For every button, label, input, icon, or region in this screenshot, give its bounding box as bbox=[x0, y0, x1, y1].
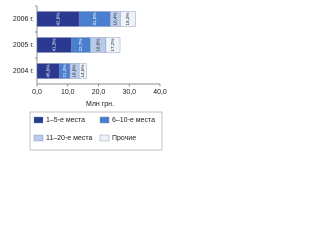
segment-label: 22,7% bbox=[78, 38, 83, 51]
segment-label: 41,3% bbox=[51, 38, 56, 51]
legend-label: Прочие bbox=[112, 135, 136, 142]
chart: Млн грн. 0,0 10,0 20,0 30,0 40,0 2006 г. 42,8%… bbox=[13, 5, 167, 151]
x-tick-label: 30,0 bbox=[122, 89, 136, 96]
segment-label: 31,5% bbox=[92, 12, 97, 25]
legend-label: 6–10-е места bbox=[112, 117, 155, 124]
segment-label: 42,8% bbox=[55, 12, 60, 25]
legend-label: 11–20-е места bbox=[46, 135, 92, 142]
segment-label: 18,6% bbox=[72, 64, 77, 77]
legend-swatch bbox=[99, 134, 110, 142]
y-tick-label: 2005 г. bbox=[13, 42, 34, 49]
segment-label: 10,4% bbox=[112, 12, 117, 25]
legend-box bbox=[29, 111, 163, 151]
legend-swatch bbox=[33, 134, 44, 142]
y-tick-label: 2006 г. bbox=[13, 16, 34, 23]
bar-segment bbox=[120, 11, 136, 27]
legend-swatch bbox=[33, 116, 44, 124]
segment-label: 14,5% bbox=[80, 64, 85, 77]
x-tick-label: 0,0 bbox=[32, 89, 42, 96]
x-tick-label: 10,0 bbox=[61, 89, 75, 96]
x-tick-label: 20,0 bbox=[92, 89, 106, 96]
segment-label: 18,8% bbox=[95, 38, 100, 51]
segment-label: 21,3% bbox=[62, 64, 67, 77]
bar-segment bbox=[78, 63, 87, 79]
legend-swatch bbox=[99, 116, 110, 124]
x-axis-label: Млн грн. bbox=[86, 101, 114, 108]
bar-segment bbox=[105, 37, 121, 53]
segment-label: 15,3% bbox=[125, 12, 130, 25]
x-tick-label: 40,0 bbox=[153, 89, 167, 96]
segment-label: 45,6% bbox=[45, 64, 50, 77]
legend-label: 1–5-е места bbox=[46, 117, 85, 124]
segment-label: 17,2% bbox=[110, 38, 115, 51]
y-tick-label: 2004 г. bbox=[13, 68, 34, 75]
